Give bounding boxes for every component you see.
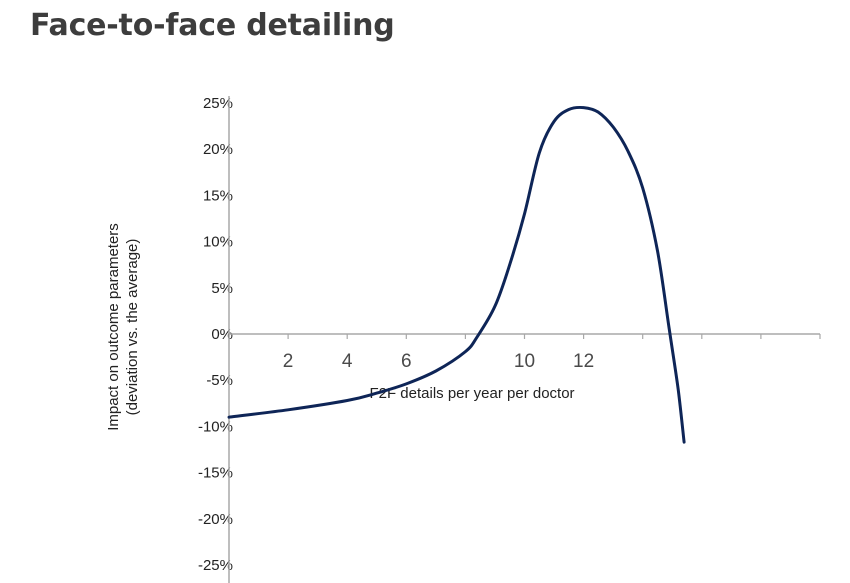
y-axis-title-line: Impact on outcome parameters [105,223,122,431]
y-tick-label: 10% [203,234,233,251]
x-tick-label: 12 [573,351,594,372]
y-tick-label: -5% [206,372,233,389]
y-tick-label: 0% [211,326,233,343]
y-tick-label: -20% [198,511,233,528]
x-tick-labels: 2 4 6 10 12 [283,351,594,372]
x-axis-ticks [287,334,821,339]
x-tick-label: 10 [514,351,535,372]
y-tick-label: 25% [203,95,233,112]
y-tick-label: -15% [198,465,233,482]
series-line [227,105,686,444]
y-tick-label: 15% [203,187,233,204]
x-axis-title: F2F details per year per doctor [369,385,574,402]
x-tick-label: 4 [342,351,353,372]
y-tick-label: 20% [203,141,233,158]
x-tick-label: 2 [283,351,294,372]
y-tick-labels: 25% 20% 15% 10% 5% 0% -5% -10% -15% -20% -25% [198,95,233,574]
y-tick-label: -25% [198,557,233,574]
y-tick-label: -10% [198,418,233,435]
y-tick-label: 5% [211,280,233,297]
y-axis-title: Impact on outcome parameters (deviation v… [105,223,141,431]
page-title: Face-to-face detailing [30,8,395,43]
y-axis-title-line: (deviation vs. the average) [124,239,141,416]
x-tick-label: 6 [401,351,412,372]
